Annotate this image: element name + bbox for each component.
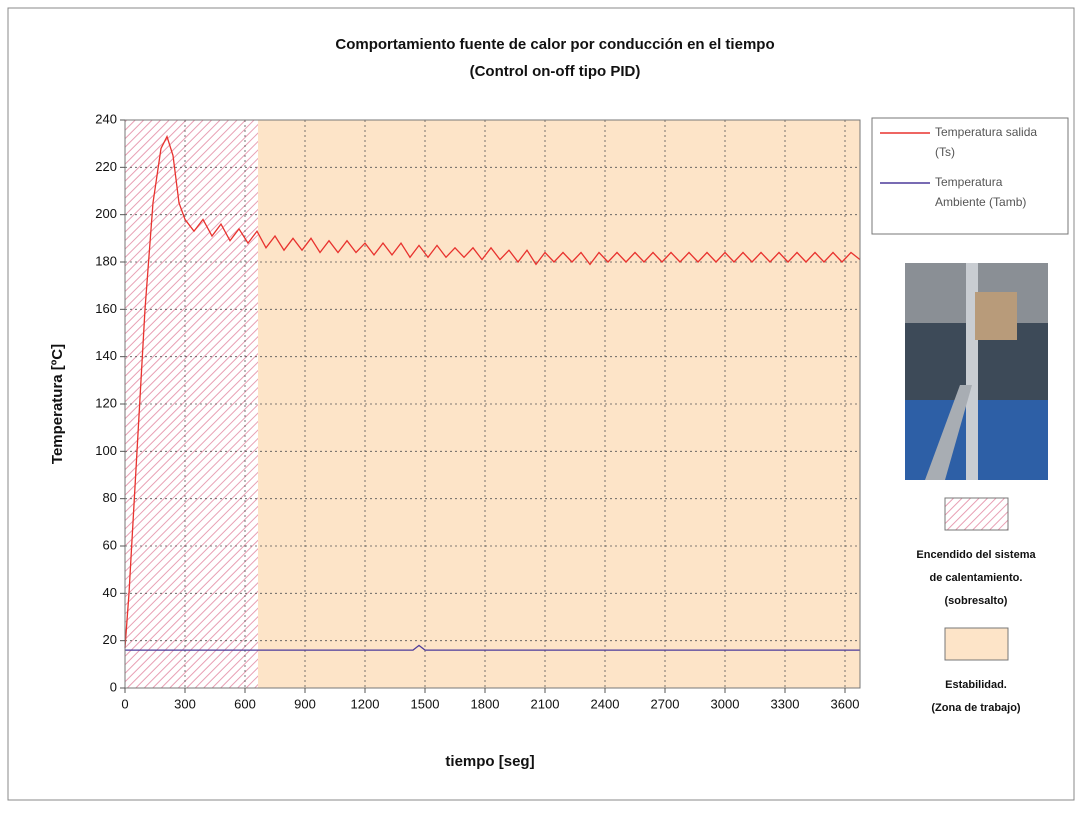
zone-swatch xyxy=(944,497,1009,531)
legend-label: Temperatura xyxy=(935,175,1003,189)
y-tick-label: 20 xyxy=(103,632,117,647)
zone-label: de calentamiento. xyxy=(930,572,1023,584)
y-tick-label: 40 xyxy=(103,585,117,600)
x-tick-label: 900 xyxy=(294,696,316,711)
series-line xyxy=(124,134,861,648)
y-tick-label: 100 xyxy=(95,443,117,458)
x-tick-label: 3300 xyxy=(771,696,800,711)
y-tick-label: 180 xyxy=(95,253,117,268)
chart-title: Comportamiento fuente de calor por condu… xyxy=(335,36,774,53)
y-tick-label: 220 xyxy=(95,159,117,174)
y-tick-label: 0 xyxy=(110,679,117,694)
chart-subtitle: (Control on-off tipo PID) xyxy=(470,63,641,80)
legend xyxy=(871,117,1069,235)
photo xyxy=(905,263,1048,480)
zone-swatch xyxy=(944,627,1009,661)
y-tick-label: 80 xyxy=(103,490,117,505)
x-tick-label: 2100 xyxy=(531,696,560,711)
y-tick-label: 120 xyxy=(95,395,117,410)
y-tick-label: 60 xyxy=(103,537,117,552)
x-tick-label: 3000 xyxy=(711,696,740,711)
y-tick-label: 160 xyxy=(95,301,117,316)
x-tick-label: 1500 xyxy=(411,696,440,711)
zone xyxy=(258,120,860,688)
y-tick-label: 240 xyxy=(95,111,117,126)
zone-label: (Zona de trabajo) xyxy=(931,702,1021,714)
x-tick-label: 0 xyxy=(121,696,128,711)
legend-label: Temperatura salida xyxy=(935,125,1037,139)
x-tick-label: 600 xyxy=(234,696,256,711)
zone-label: Estabilidad. xyxy=(945,679,1007,691)
zone-label: (sobresalto) xyxy=(945,595,1008,607)
legend-label: Ambiente (Tamb) xyxy=(935,195,1026,209)
x-tick-label: 2700 xyxy=(651,696,680,711)
x-tick-label: 3600 xyxy=(831,696,860,711)
zone-label: Encendido del sistema xyxy=(916,549,1036,561)
x-tick-label: 2400 xyxy=(591,696,620,711)
x-axis-label: tiempo [seg] xyxy=(445,753,534,770)
x-tick-label: 1200 xyxy=(351,696,380,711)
y-axis-label: Temperatura [ºC] xyxy=(49,344,66,464)
y-tick-label: 140 xyxy=(95,348,117,363)
legend-label: (Ts) xyxy=(935,145,955,159)
y-tick-label: 200 xyxy=(95,206,117,221)
x-tick-label: 1800 xyxy=(471,696,500,711)
x-tick-label: 300 xyxy=(174,696,196,711)
series-line xyxy=(125,644,860,651)
